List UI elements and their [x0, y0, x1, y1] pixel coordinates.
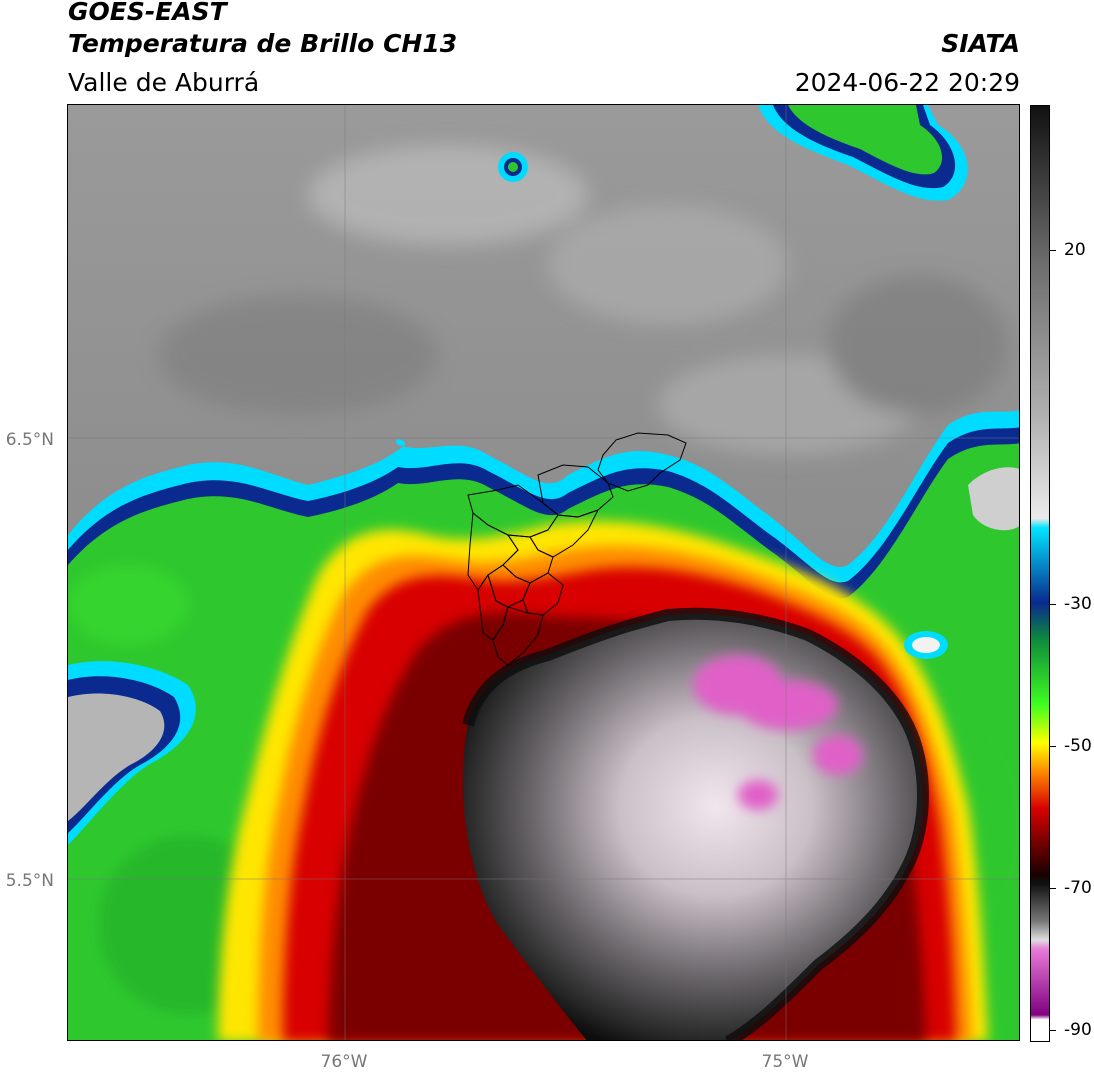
datetime-label: 2024-06-22 20:29	[794, 68, 1020, 97]
brightness-temperature-field	[68, 105, 1019, 1040]
colorbar-label: -50	[1064, 736, 1092, 756]
colorbar-label: -70	[1064, 878, 1092, 898]
lon-label-75w: 75°W	[761, 1052, 809, 1072]
lon-label-76w: 76°W	[320, 1052, 368, 1072]
colorbar-label: -90	[1064, 1020, 1092, 1040]
colorbar-label: -30	[1064, 594, 1092, 614]
colorbar-gradient	[1031, 106, 1049, 1041]
colorbar-tick	[1050, 1030, 1056, 1031]
colorbar-label: 20	[1064, 240, 1086, 260]
satellite-title: GOES-EAST	[68, 0, 227, 26]
lat-label-6-5: 6.5°N	[5, 430, 54, 450]
temperature-colorbar	[1030, 105, 1050, 1042]
lat-label-5-5: 5.5°N	[5, 871, 54, 891]
satellite-map[interactable]	[67, 104, 1020, 1041]
colorbar-tick	[1050, 604, 1056, 605]
colorbar-tick	[1050, 746, 1056, 747]
graticule	[68, 105, 1019, 1040]
organization-label: SIATA	[941, 29, 1020, 58]
product-title: Temperatura de Brillo CH13	[68, 29, 458, 58]
colorbar-tick	[1050, 888, 1056, 889]
colorbar-tick	[1050, 250, 1056, 251]
region-subtitle: Valle de Aburrá	[68, 68, 260, 97]
municipal-boundaries	[467, 432, 687, 666]
